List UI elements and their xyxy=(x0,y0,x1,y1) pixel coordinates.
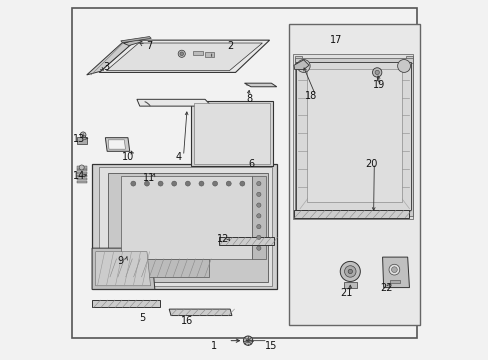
Circle shape xyxy=(245,338,250,343)
Text: 22: 22 xyxy=(379,283,391,293)
Circle shape xyxy=(131,181,136,186)
Polygon shape xyxy=(123,40,142,45)
Circle shape xyxy=(158,181,163,186)
Polygon shape xyxy=(77,137,87,144)
Text: 14: 14 xyxy=(73,171,85,181)
Polygon shape xyxy=(108,140,125,149)
Polygon shape xyxy=(194,103,269,164)
Circle shape xyxy=(344,266,355,277)
Text: 15: 15 xyxy=(264,341,277,351)
Text: 5: 5 xyxy=(139,313,145,323)
Text: 8: 8 xyxy=(246,94,252,104)
Text: 9: 9 xyxy=(118,256,123,266)
Polygon shape xyxy=(77,181,86,183)
Circle shape xyxy=(256,181,261,186)
Polygon shape xyxy=(344,282,357,288)
Circle shape xyxy=(340,261,360,282)
Circle shape xyxy=(199,181,203,186)
Polygon shape xyxy=(96,252,150,286)
Polygon shape xyxy=(77,166,86,168)
Circle shape xyxy=(256,225,261,229)
Polygon shape xyxy=(92,248,155,289)
Polygon shape xyxy=(77,172,86,174)
Polygon shape xyxy=(251,176,265,259)
Polygon shape xyxy=(292,54,412,220)
Circle shape xyxy=(80,132,86,138)
Polygon shape xyxy=(301,65,405,205)
Bar xyxy=(289,24,419,325)
Polygon shape xyxy=(137,99,211,106)
Polygon shape xyxy=(293,211,408,218)
Polygon shape xyxy=(169,309,231,316)
Circle shape xyxy=(185,181,190,186)
Polygon shape xyxy=(405,56,412,216)
Circle shape xyxy=(180,52,183,55)
Circle shape xyxy=(171,181,176,186)
Circle shape xyxy=(212,181,217,186)
Circle shape xyxy=(239,181,244,186)
Circle shape xyxy=(347,269,352,274)
Text: 12: 12 xyxy=(216,234,229,244)
Text: 19: 19 xyxy=(372,80,385,90)
Text: 20: 20 xyxy=(365,159,377,169)
Polygon shape xyxy=(86,41,135,75)
Polygon shape xyxy=(108,259,208,277)
Text: 4: 4 xyxy=(175,152,181,162)
Circle shape xyxy=(226,181,231,186)
Polygon shape xyxy=(190,101,273,166)
Text: 2: 2 xyxy=(226,41,233,50)
Polygon shape xyxy=(92,300,160,307)
Polygon shape xyxy=(121,176,251,259)
Text: 3: 3 xyxy=(103,62,109,72)
Polygon shape xyxy=(294,58,412,63)
Text: 18: 18 xyxy=(304,91,316,101)
Circle shape xyxy=(372,68,381,77)
Polygon shape xyxy=(192,51,203,55)
Circle shape xyxy=(243,336,252,345)
Text: 1: 1 xyxy=(210,341,217,351)
Polygon shape xyxy=(204,52,214,57)
Text: 13: 13 xyxy=(73,134,85,144)
Text: 21: 21 xyxy=(340,288,352,298)
Polygon shape xyxy=(306,69,402,202)
Circle shape xyxy=(391,267,396,273)
Circle shape xyxy=(256,214,261,218)
Circle shape xyxy=(256,235,261,239)
Polygon shape xyxy=(99,40,269,72)
Text: 7: 7 xyxy=(146,41,152,50)
Polygon shape xyxy=(92,164,276,289)
Polygon shape xyxy=(121,37,151,42)
Polygon shape xyxy=(293,60,308,69)
Polygon shape xyxy=(77,169,86,171)
Circle shape xyxy=(397,59,410,72)
Text: 17: 17 xyxy=(329,35,342,45)
Polygon shape xyxy=(77,178,86,180)
Circle shape xyxy=(144,181,149,186)
Circle shape xyxy=(297,59,309,72)
Polygon shape xyxy=(296,62,410,211)
Polygon shape xyxy=(105,138,129,151)
Polygon shape xyxy=(294,56,301,216)
Polygon shape xyxy=(389,280,400,283)
Text: 11: 11 xyxy=(143,173,155,183)
Circle shape xyxy=(374,70,379,75)
Text: 16: 16 xyxy=(181,316,193,325)
Circle shape xyxy=(79,165,84,170)
Text: 10: 10 xyxy=(122,152,134,162)
Polygon shape xyxy=(99,167,272,286)
Polygon shape xyxy=(382,257,408,288)
Polygon shape xyxy=(106,43,262,71)
Circle shape xyxy=(178,50,185,57)
Polygon shape xyxy=(77,175,86,177)
Circle shape xyxy=(388,264,399,275)
Polygon shape xyxy=(244,83,276,87)
Circle shape xyxy=(256,203,261,207)
Polygon shape xyxy=(108,173,267,282)
Text: 6: 6 xyxy=(248,159,254,169)
Circle shape xyxy=(256,192,261,197)
Polygon shape xyxy=(219,237,273,244)
Circle shape xyxy=(256,246,261,250)
